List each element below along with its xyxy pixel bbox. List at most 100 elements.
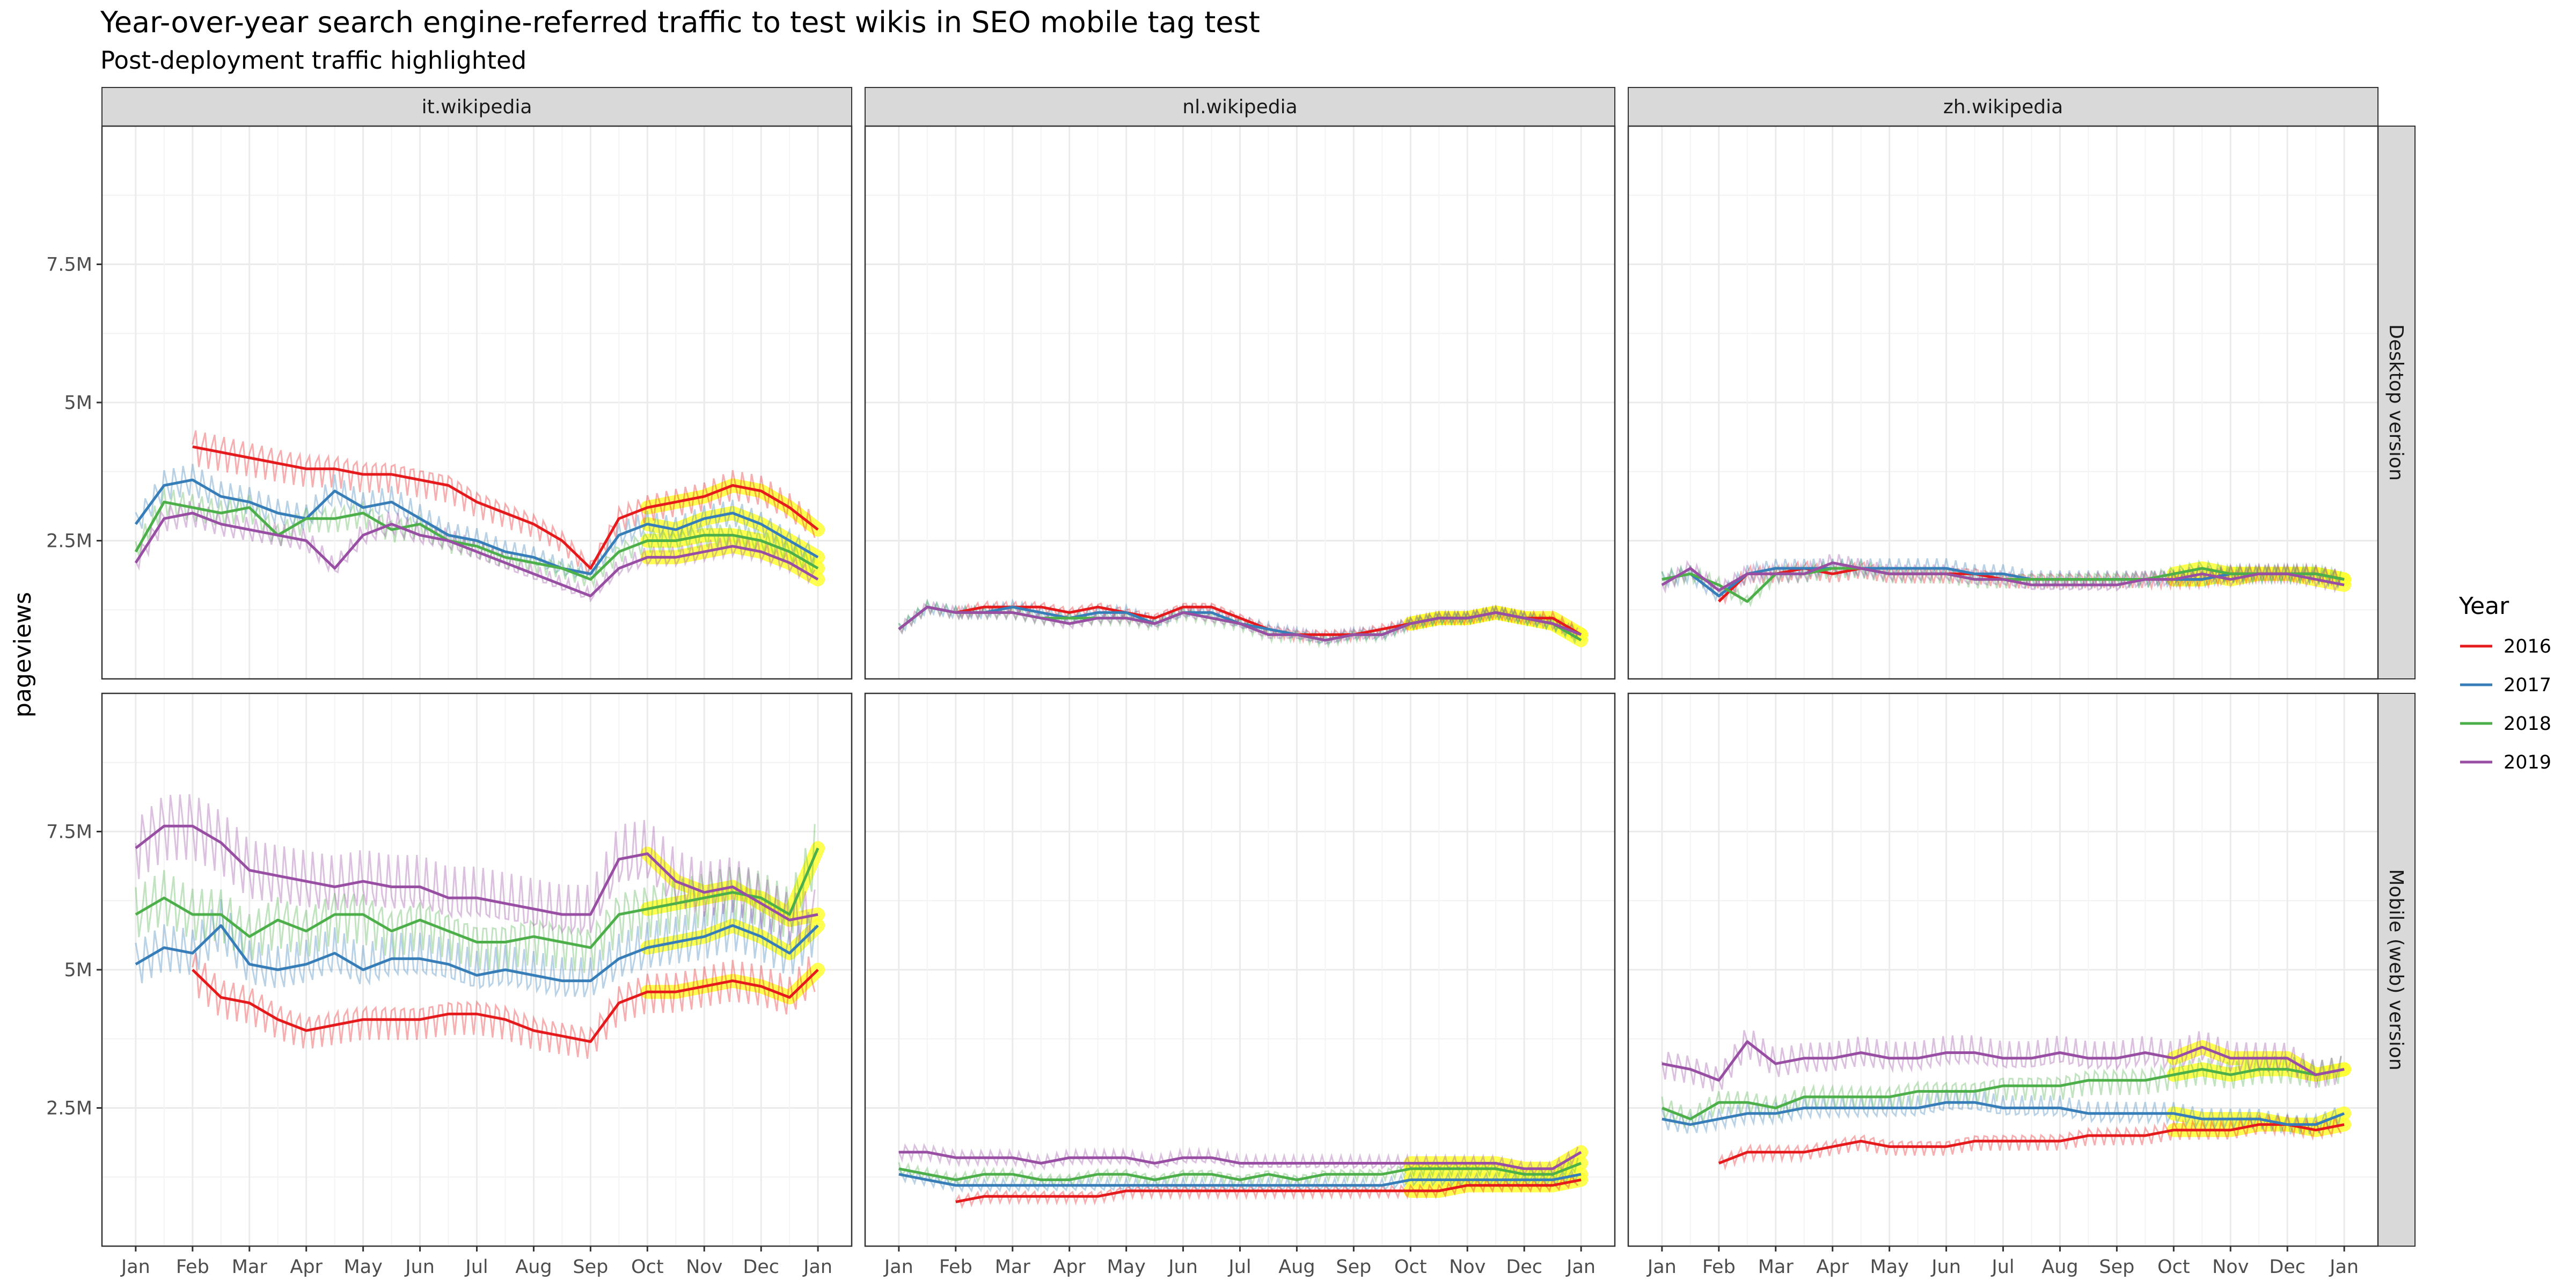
panel-4-xtick-label-5: Jun <box>1167 1256 1198 1278</box>
panel-5-line-2019 <box>1662 1040 2345 1082</box>
panel-4-xtick-label-10: Nov <box>1449 1256 1485 1278</box>
panel-border-1 <box>864 125 1616 680</box>
row-strip-1 <box>2377 693 2416 1247</box>
panel-5-xtick-label-1: Feb <box>1702 1256 1736 1278</box>
panel-5-xtick-label-7: Aug <box>2041 1256 2078 1278</box>
panel-border-2 <box>1627 125 2379 680</box>
legend-label-2017: 2017 <box>2504 675 2551 696</box>
panel-4-line-2019 <box>898 1151 1582 1170</box>
y-axis-title: pageviews <box>9 592 36 718</box>
panel-4-xtick-label-8: Sep <box>1336 1256 1371 1278</box>
panel-5-xtick-label-2: Mar <box>1758 1256 1794 1278</box>
chart-subtitle: Post-deployment traffic highlighted <box>100 46 526 75</box>
panel-4-xtick-label-7: Aug <box>1278 1256 1315 1278</box>
panel-3: 2.5M 5M 7.5M Jan Feb Mar Apr May Jun Jul Aug Sep Oct… <box>46 692 853 1278</box>
panel-3-ytick-label-0: 2.5M <box>46 1098 92 1119</box>
panel-3-line-2018 <box>135 847 819 949</box>
panel-0-ytick-label-2: 7.5M <box>46 254 92 276</box>
panel-3-xtick-label-1: Feb <box>176 1256 209 1278</box>
panel-2-line-2019 <box>1661 561 2345 592</box>
panel-0-line-2016 <box>192 445 819 570</box>
panel-3-xtick-label-11: Dec <box>743 1256 779 1278</box>
panel-5-series <box>1661 1030 2352 1171</box>
panel-0: 2.5M 5M 7.5M <box>46 125 853 680</box>
panel-4-line-2017 <box>898 1173 1582 1187</box>
panel-3-series <box>135 794 825 1059</box>
legend-label-2019: 2019 <box>2504 752 2551 773</box>
panel-5-xtick-label-4: May <box>1870 1256 1908 1278</box>
facet-strip-label-0: it.wikipedia <box>422 96 532 118</box>
panel-3-trace-2017 <box>135 899 816 998</box>
facet-strip-0 <box>101 87 852 127</box>
panel-5: Jan Feb Mar Apr May Jun Jul Aug Sep Oct Nov Dec Jan <box>1627 692 2379 1278</box>
panel-3-xtick-label-6: Jul <box>464 1256 488 1278</box>
panel-3-xtick-label-3: Apr <box>290 1256 323 1278</box>
panel-0-line-2017 <box>134 478 819 575</box>
panel-4-xtick-label-2: Mar <box>995 1256 1031 1278</box>
panel-3-trace-2019 <box>135 794 816 946</box>
panel-0-series <box>134 430 825 603</box>
panel-4-xtick-label-3: Apr <box>1053 1256 1086 1278</box>
panel-5-xtick-label-8: Sep <box>2099 1256 2134 1278</box>
panel-5-xtick-label-3: Apr <box>1816 1256 1849 1278</box>
panel-5-xtick-label-11: Dec <box>2269 1256 2306 1278</box>
panel-3-xtick-label-10: Nov <box>686 1256 722 1278</box>
panel-4-xtick-label-6: Jul <box>1227 1256 1251 1278</box>
panel-5-xtick-label-0: Jan <box>1646 1256 1677 1278</box>
panel-3-line-2017 <box>135 924 819 983</box>
panel-3-xtick-label-7: Aug <box>515 1256 552 1278</box>
panel-3-xtick-label-8: Sep <box>573 1256 608 1278</box>
panel-0-trace-2016 <box>192 430 816 575</box>
legend-title: Year <box>2458 592 2509 620</box>
panel-4: Jan Feb Mar Apr May Jun Jul Aug Sep Oct Nov Dec Jan <box>864 692 1616 1278</box>
panel-5-line-2016 <box>1718 1123 2345 1165</box>
panel-4-xtick-label-4: May <box>1107 1256 1145 1278</box>
row-strip-0 <box>2377 126 2416 679</box>
row-strip-label-0: Desktop version <box>2385 324 2407 481</box>
chart-title: Year-over-year search engine-referred tr… <box>100 5 1260 39</box>
panel-4-xtick-label-11: Dec <box>1506 1256 1542 1278</box>
row-strip-label-1: Mobile (web) version <box>2385 869 2407 1070</box>
legend: Year 2016 2017 2018 2019 <box>2458 592 2551 773</box>
panel-3-xtick-label-0: Jan <box>120 1256 150 1278</box>
legend-label-2018: 2018 <box>2504 713 2551 735</box>
panel-3-line-2019 <box>135 824 818 921</box>
facet-panels: it.wikipedia nl.wikipedia zh.wikipedia Desk… <box>46 87 2416 1278</box>
facet-strip-label-1: nl.wikipedia <box>1182 96 1297 118</box>
panel-1 <box>864 125 1616 680</box>
facet-strip-label-2: zh.wikipedia <box>1943 96 2063 118</box>
panel-3-ytick-label-2: 7.5M <box>46 822 92 843</box>
panel-5-xtick-label-6: Jul <box>1990 1256 2014 1278</box>
panel-3-xtick-label-5: Jun <box>404 1256 435 1278</box>
panel-4-line-2016 <box>955 1178 1582 1204</box>
panel-5-line-2018 <box>1661 1067 2345 1121</box>
panel-5-line-2017 <box>1662 1101 2345 1126</box>
panel-3-xtick-label-12: Jan <box>802 1256 832 1278</box>
panel-5-trace-2018 <box>1661 1055 2342 1130</box>
panel-4-xtick-label-1: Feb <box>939 1256 972 1278</box>
panel-0-line-2019 <box>134 511 819 597</box>
panel-2-series <box>1661 554 2352 608</box>
panel-3-ytick-label-1: 5M <box>64 960 92 981</box>
panel-5-xtick-label-12: Jan <box>2329 1256 2359 1278</box>
panel-0-ytick-label-0: 2.5M <box>46 531 92 552</box>
panel-5-xtick-label-10: Nov <box>2212 1256 2249 1278</box>
panel-2 <box>1627 125 2379 680</box>
panel-0-line-2018 <box>134 500 819 581</box>
legend-label-2016: 2016 <box>2504 636 2551 657</box>
panel-4-xtick-label-12: Jan <box>1565 1256 1596 1278</box>
panel-5-xtick-label-5: Jun <box>1930 1256 1961 1278</box>
panel-3-line-2016 <box>192 969 819 1043</box>
panel-3-xtick-label-4: May <box>343 1256 382 1278</box>
panel-3-trace-2018 <box>135 824 816 974</box>
panel-4-series <box>898 1143 1589 1210</box>
panel-3-xtick-label-2: Mar <box>232 1256 268 1278</box>
panel-4-xtick-label-9: Oct <box>1394 1256 1427 1278</box>
panel-1-series <box>898 598 1589 649</box>
panel-5-xtick-label-9: Oct <box>2157 1256 2190 1278</box>
panel-4-xtick-label-0: Jan <box>883 1256 913 1278</box>
facet-strip-1 <box>865 87 1615 127</box>
panel-4-line-2018 <box>898 1162 1582 1181</box>
panel-3-xtick-label-9: Oct <box>631 1256 664 1278</box>
